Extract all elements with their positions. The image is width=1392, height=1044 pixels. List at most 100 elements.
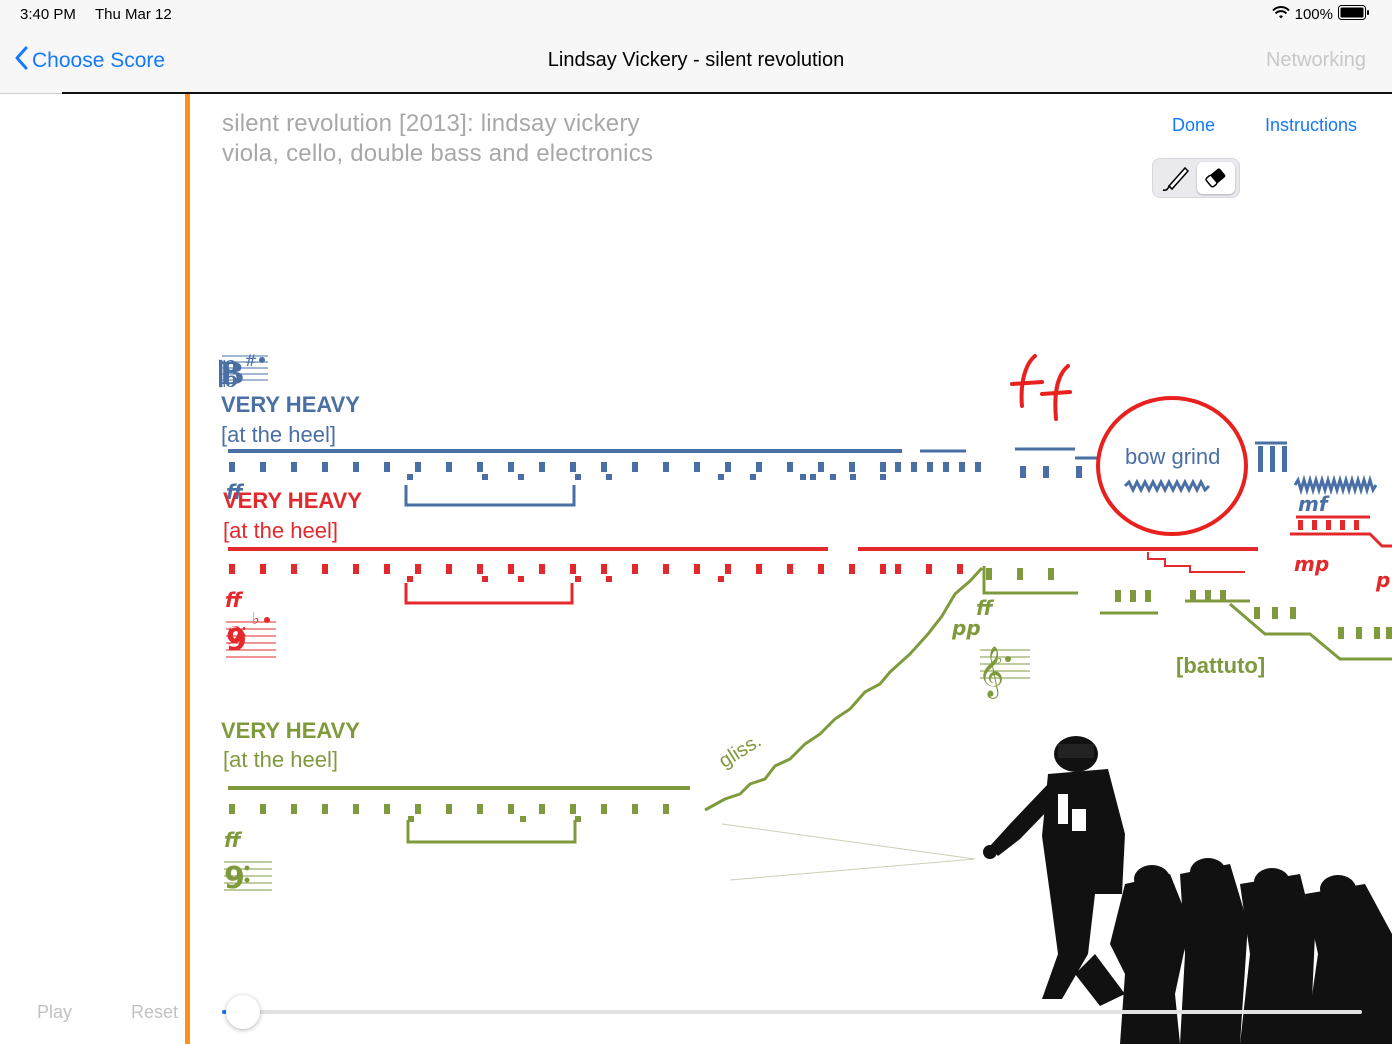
viola-note-tick [943,462,949,472]
cello-note-tick [787,564,793,574]
networking-button[interactable]: Networking [1265,49,1366,71]
bass-note-tick [575,816,581,822]
bass-note-tick [986,568,992,580]
bow-grind-squiggle [1123,478,1211,494]
viola-note-tick [260,462,266,472]
viola-note-tick [830,474,836,480]
bass-note-tick [229,804,235,814]
cello-dynamic: ff [225,588,242,612]
svg-text:B: B [219,357,244,392]
status-bar: 3:40 PM Thu Mar 12 100% [0,0,1392,30]
svg-text:9: 9 [226,623,247,658]
cello-note-tick [725,564,731,574]
done-button[interactable]: Done [1172,115,1216,135]
choose-score-back-button[interactable]: Choose Score [14,46,165,76]
cello-note-tick [663,564,669,574]
bass-note-tick [1374,627,1380,639]
viola-note-tick [787,462,793,472]
cello-note-tick [926,564,932,574]
bass-note-tick [415,804,421,814]
viola-note-tick [575,474,581,480]
cello-note-tick [880,564,886,574]
viola-note-tick [1020,466,1026,478]
cello-note-tick [539,564,545,574]
eraser-tool-icon[interactable] [1197,162,1235,194]
bass-note-tick [1272,607,1278,619]
mf-dynamic: mf [1298,492,1328,516]
bass-note-tick [520,816,526,822]
bass-note-tick [446,804,452,814]
viola-note-tick [895,462,901,472]
bass-clef-cello-icon: 𝄢 9 ♭ [226,609,276,658]
left-control-panel [0,94,185,1044]
cello-note-tick [1354,520,1359,530]
navigation-bar: Choose Score Lindsay Vickery - silent re… [0,30,1392,94]
score-top-divider [62,92,1392,94]
viola-note-tick [849,462,855,472]
page-title: Lindsay Vickery - silent revolution [547,49,845,71]
viola-bowing-label: [at the heel] [221,422,336,447]
viola-note-tick [750,474,756,480]
pen-tool-icon[interactable] [1157,162,1195,194]
cello-note-tick [322,564,328,574]
battuto-label: [battuto] [1176,653,1266,678]
viola-note-tick [407,474,413,480]
instructions-button[interactable]: Instructions [1265,115,1358,135]
viola-note-tick [291,462,297,472]
back-label: Choose Score [32,49,166,72]
bass-note-tick [570,804,576,814]
viola-note-tick [539,462,545,472]
bass-clef-bass-icon: 9 [224,861,272,896]
viola-note-tick [229,462,235,472]
bass-note-tick [508,804,514,814]
viola-note-tick [927,462,933,472]
viola-staff [228,441,1287,507]
viola-note-tick [1258,446,1263,472]
viola-note-tick [1076,466,1082,478]
pp-dynamic: pp [952,616,981,640]
bass-note-tick [1205,590,1211,602]
cello-note-tick [570,564,576,574]
cello-note-tick [632,564,638,574]
cello-note-tick [1326,520,1331,530]
cello-note-tick [482,576,488,582]
bass-note-tick [353,804,359,814]
cello-note-tick [895,564,901,574]
viola-note-tick [663,462,669,472]
cello-note-tick [407,576,413,582]
viola-dynamic: ff [226,480,243,504]
cello-note-tick [415,564,421,574]
svg-text:𝄡: 𝄡 [219,355,238,395]
reset-button[interactable]: Reset [131,1002,179,1022]
score-canvas[interactable]: silent revolution [2013]: lindsay vicker… [190,94,1392,1044]
viola-note-tick [694,462,700,472]
handwritten-circle-annotation [1096,396,1248,536]
progress-slider-thumb[interactable] [226,995,260,1029]
score-header-instruments: viola, cello, double bass and electronic… [222,140,654,167]
viola-note-tick [975,462,981,472]
viola-note-tick [810,474,816,480]
cello-note-tick [756,564,762,574]
cello-note-tick [518,576,524,582]
bass-note-tick [1115,590,1121,602]
bass-dynamic: ff [224,828,241,852]
viola-note-tick [850,474,856,480]
battery-icon [1338,5,1370,24]
cello-note-tick [384,564,390,574]
bass-note-tick [1130,590,1136,602]
cello-note-tick [229,564,235,574]
bass-note-tick [384,804,390,814]
bass-note-tick [1017,568,1023,580]
viola-note-tick [1270,446,1275,472]
riot-police-illustration [983,736,1392,1044]
playhead-line[interactable] [185,94,190,1044]
status-date: Thu Mar 12 [95,6,172,23]
viola-note-tick [415,462,421,472]
progress-slider-track[interactable] [222,1010,1362,1014]
cello-technique-label: VERY HEAVY [223,488,362,513]
play-button[interactable]: Play [37,1002,73,1022]
chevron-left-icon [14,46,28,76]
cello-note-tick [718,576,724,582]
bass-note-tick [260,804,266,814]
cello-note-tick [575,576,581,582]
